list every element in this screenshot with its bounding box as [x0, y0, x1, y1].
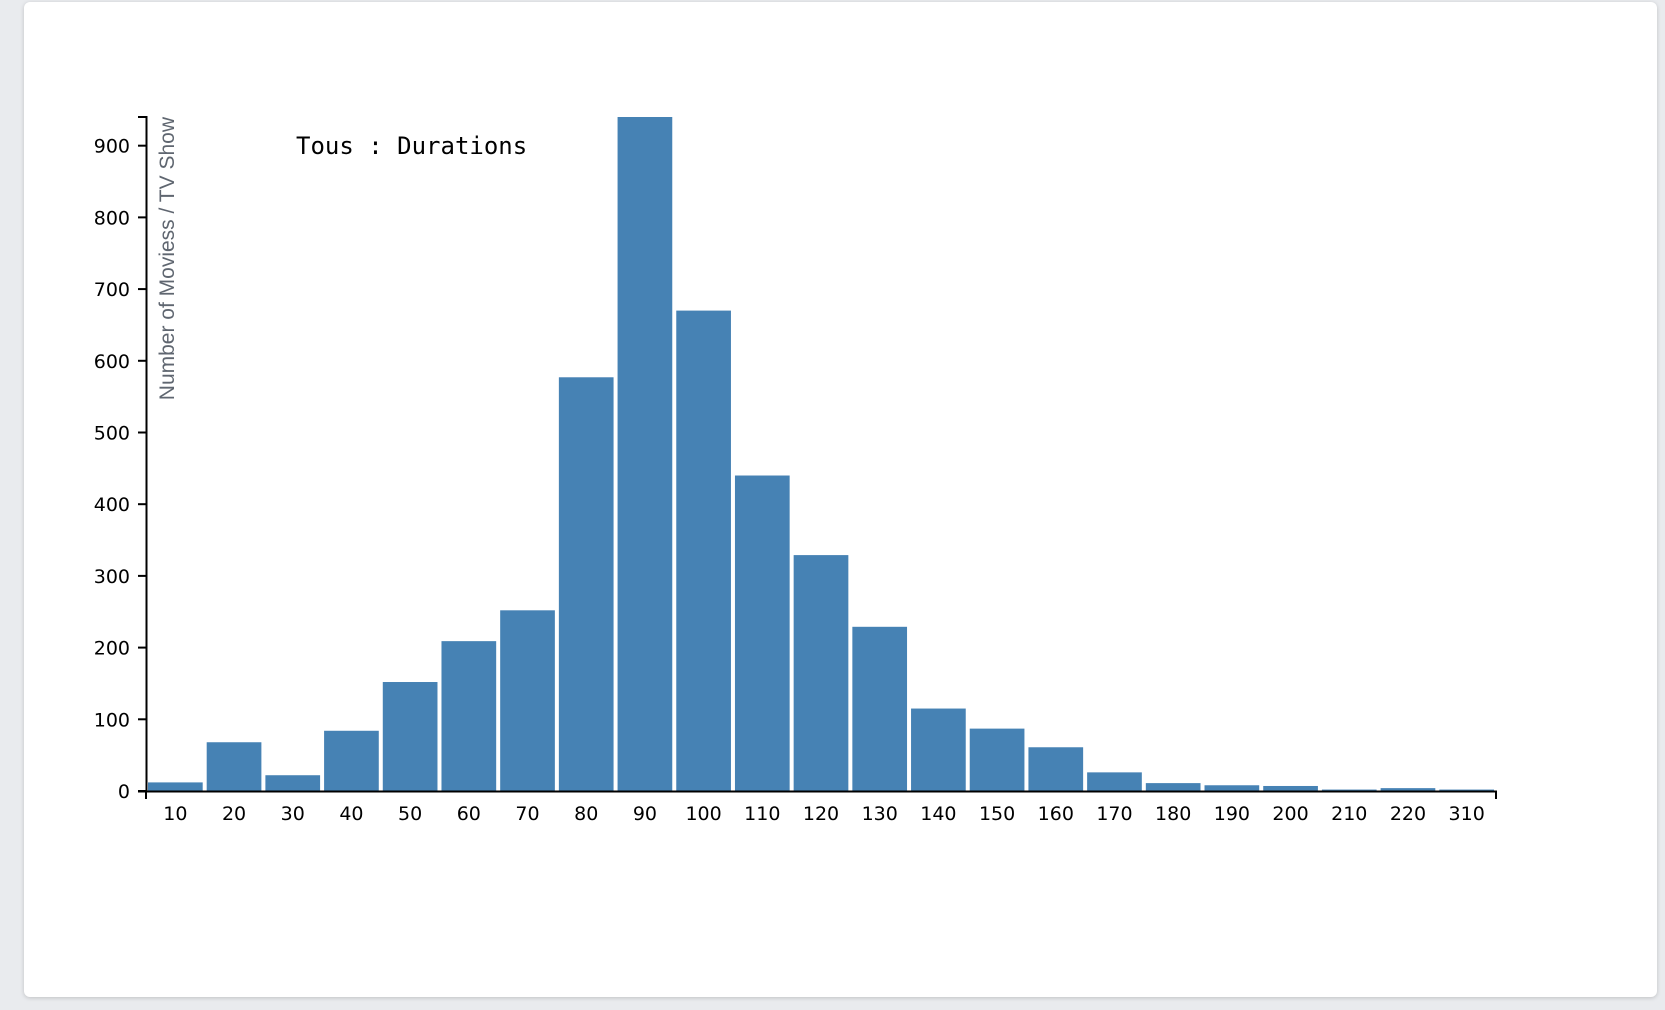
y-tick-label-300: 300 [94, 566, 130, 588]
bar-210 [1321, 789, 1377, 791]
x-tick-label-210: 210 [1331, 803, 1367, 825]
bar-80 [558, 377, 614, 791]
bar-20 [206, 742, 262, 791]
x-tick-label-50: 50 [398, 803, 422, 825]
x-tick-label-310: 310 [1449, 803, 1485, 825]
x-tick-label-160: 160 [1038, 803, 1074, 825]
y-tick-label-0: 0 [118, 781, 130, 803]
bar-190 [1204, 785, 1260, 791]
y-tick-label-400: 400 [94, 494, 130, 516]
x-tick-label-40: 40 [339, 803, 363, 825]
bar-180 [1145, 783, 1201, 791]
x-tick-label-150: 150 [979, 803, 1015, 825]
y-axis-label: Number of Moviess / TV Show [156, 116, 179, 400]
bar-40 [324, 730, 379, 791]
bar-130 [852, 626, 908, 791]
bar-150 [969, 728, 1025, 791]
x-tick-label-170: 170 [1096, 803, 1132, 825]
x-tick-label-70: 70 [515, 803, 539, 825]
x-tick-label-130: 130 [862, 803, 898, 825]
y-tick-label-500: 500 [94, 422, 130, 444]
bar-120 [793, 555, 849, 791]
y-tick-label-800: 800 [94, 207, 130, 229]
chart-card: 0 100 200 300 400 500 600 700 800 900 10 20 30 40 50 6… [24, 2, 1657, 997]
bar-10 [148, 782, 203, 791]
x-axis: 10 20 30 40 50 60 70 80 90 100 110 120 130 140 150 160 1… [145, 790, 1497, 825]
bar-70 [500, 610, 555, 791]
x-tick-label-30: 30 [281, 803, 305, 825]
y-tick-label-100: 100 [94, 709, 130, 731]
x-tick-label-190: 190 [1214, 803, 1250, 825]
bar-160 [1028, 747, 1084, 791]
bar-110 [734, 475, 790, 791]
bar-60 [441, 641, 497, 791]
x-tick-label-200: 200 [1272, 803, 1308, 825]
bar-90 [617, 117, 673, 791]
x-tick-label-60: 60 [457, 803, 481, 825]
bar-30 [265, 775, 321, 791]
y-tick-label-600: 600 [94, 351, 130, 373]
y-tick-label-700: 700 [94, 279, 130, 301]
y-axis: 0 100 200 300 400 500 600 700 800 900 [94, 116, 148, 803]
bar-310 [1439, 789, 1494, 791]
x-tick-label-120: 120 [803, 803, 839, 825]
y-tick-label-900: 900 [94, 136, 130, 158]
x-tick-label-20: 20 [222, 803, 246, 825]
bar-50 [382, 682, 438, 791]
bar-170 [1087, 772, 1142, 791]
chart-title: Tous : Durations [296, 132, 527, 160]
x-tick-label-80: 80 [574, 803, 598, 825]
x-axis-line [145, 790, 1497, 799]
x-tick-label-90: 90 [633, 803, 657, 825]
y-tick-label-200: 200 [94, 638, 130, 660]
histogram-chart: 0 100 200 300 400 500 600 700 800 900 10 20 30 40 50 6… [94, 116, 1497, 825]
bars-group [148, 117, 1494, 791]
x-tick-label-180: 180 [1155, 803, 1191, 825]
bar-140 [911, 708, 966, 791]
x-tick-label-140: 140 [920, 803, 956, 825]
bar-100 [676, 310, 731, 791]
x-tick-label-220: 220 [1390, 803, 1426, 825]
x-tick-label-110: 110 [744, 803, 780, 825]
x-tick-label-10: 10 [163, 803, 187, 825]
bar-200 [1263, 785, 1318, 791]
x-tick-label-100: 100 [685, 803, 721, 825]
bar-220 [1380, 788, 1436, 791]
